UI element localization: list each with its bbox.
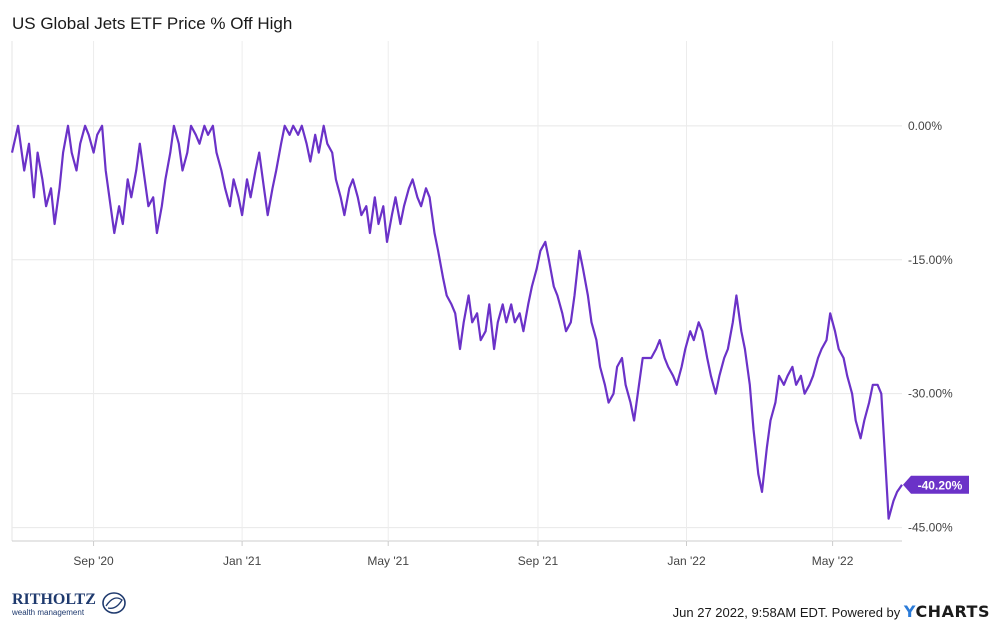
ritholtz-logo: RITHOLTZ wealth management — [10, 586, 130, 625]
y-tick-label: -15.00% — [908, 253, 953, 267]
y-tick-label: -45.00% — [908, 521, 953, 535]
ycharts-logo: YCHARTS — [903, 602, 990, 621]
last-value-flag — [903, 475, 969, 494]
x-tick-label: Jan '22 — [667, 554, 706, 568]
y-axis-ticks: 0.00% -15.00% -30.00% -45.00% — [908, 119, 953, 535]
x-tick-label: Sep '20 — [73, 554, 114, 568]
svg-text:RITHOLTZ: RITHOLTZ — [12, 591, 96, 608]
footer-attribution: Jun 27 2022, 9:58AM EDT. Powered by YCHA… — [673, 602, 990, 621]
series-line — [10, 124, 903, 520]
x-tick-label: Sep '21 — [518, 554, 559, 568]
x-axis-ticks: Sep '20 Jan '21 May '21 Sep '21 Jan '22 May '… — [73, 554, 853, 568]
svg-text:wealth management: wealth management — [11, 608, 85, 617]
y-tick-label: -30.00% — [908, 387, 953, 401]
gridlines — [11, 41, 902, 546]
last-value-label: -40.20% — [903, 475, 969, 494]
chart-title: US Global Jets ETF Price % Off High — [12, 14, 293, 33]
footer-timestamp: Jun 27 2022, 9:58AM EDT. Powered by — [672, 605, 901, 620]
x-tick-label: Jan '21 — [223, 554, 262, 568]
y-tick-label: 0.00% — [908, 119, 942, 133]
x-tick-label: May '22 — [812, 554, 854, 568]
x-tick-label: May '21 — [367, 554, 409, 568]
last-value-text: -40.20% — [918, 478, 963, 492]
